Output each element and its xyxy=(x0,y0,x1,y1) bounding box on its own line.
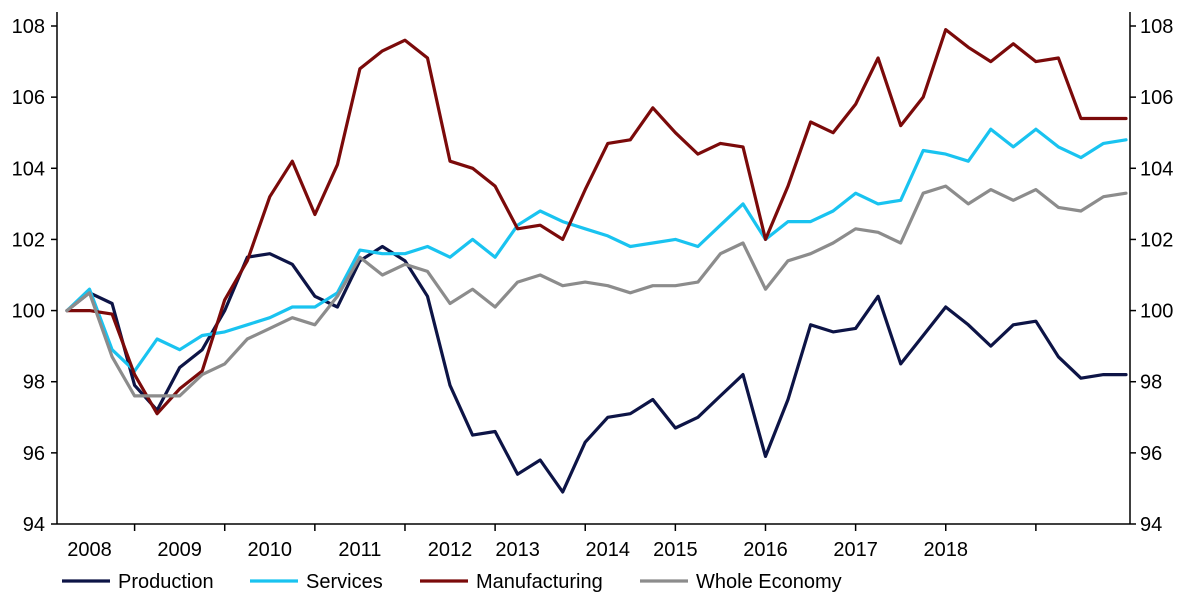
right-y-tick-label: 94 xyxy=(1140,514,1162,536)
x-tick-label: 2018 xyxy=(923,539,968,561)
left-y-tick-label: 98 xyxy=(23,372,45,394)
x-tick-label: 2015 xyxy=(653,539,698,561)
left-y-tick-label: 106 xyxy=(12,87,45,109)
x-tick-label: 2016 xyxy=(743,539,788,561)
x-tick-label: 2011 xyxy=(338,539,381,561)
right-y-tick-label: 98 xyxy=(1140,372,1162,394)
x-tick-label: 2008 xyxy=(67,539,112,561)
x-tick-label: 2014 xyxy=(586,539,631,561)
series-lines xyxy=(65,28,1128,494)
x-tick-label: 2017 xyxy=(833,539,878,561)
left-y-tick-label: 94 xyxy=(23,514,45,536)
left-y-tick-label: 96 xyxy=(23,443,45,465)
x-tick-label: 2013 xyxy=(495,539,540,561)
right-y-tick-label: 108 xyxy=(1140,16,1173,38)
right-y-tick-label: 100 xyxy=(1140,301,1173,323)
right-y-tick-label: 96 xyxy=(1140,443,1162,465)
axes xyxy=(56,12,1131,525)
legend-label-services: Services xyxy=(306,571,383,593)
legend-label-whole-economy: Whole Economy xyxy=(696,571,842,593)
right-y-tick-label: 102 xyxy=(1140,229,1173,251)
right-y-tick-label: 104 xyxy=(1140,158,1173,180)
series-line-services xyxy=(65,127,1128,373)
legend-label-manufacturing: Manufacturing xyxy=(476,571,603,593)
legend: Production Services Manufacturing Whole Eco… xyxy=(62,571,842,593)
left-y-tick-label: 100 xyxy=(12,301,45,323)
series-line-manufacturing xyxy=(65,28,1128,416)
left-y-tick-label: 104 xyxy=(12,158,45,180)
right-y-tick-label: 106 xyxy=(1140,87,1173,109)
axis-ticks: 94 96 98 100 102 104 106 108 94 96 98 100 102 104 106 1… xyxy=(12,16,1174,561)
left-y-tick-label: 108 xyxy=(12,16,45,38)
x-tick-label: 2012 xyxy=(428,539,473,561)
left-y-tick-label: 102 xyxy=(12,229,45,251)
x-tick-label: 2010 xyxy=(248,539,293,561)
x-tick-label: 2009 xyxy=(157,539,202,561)
legend-label-production: Production xyxy=(118,571,214,593)
series-line-whole-economy xyxy=(65,184,1128,398)
